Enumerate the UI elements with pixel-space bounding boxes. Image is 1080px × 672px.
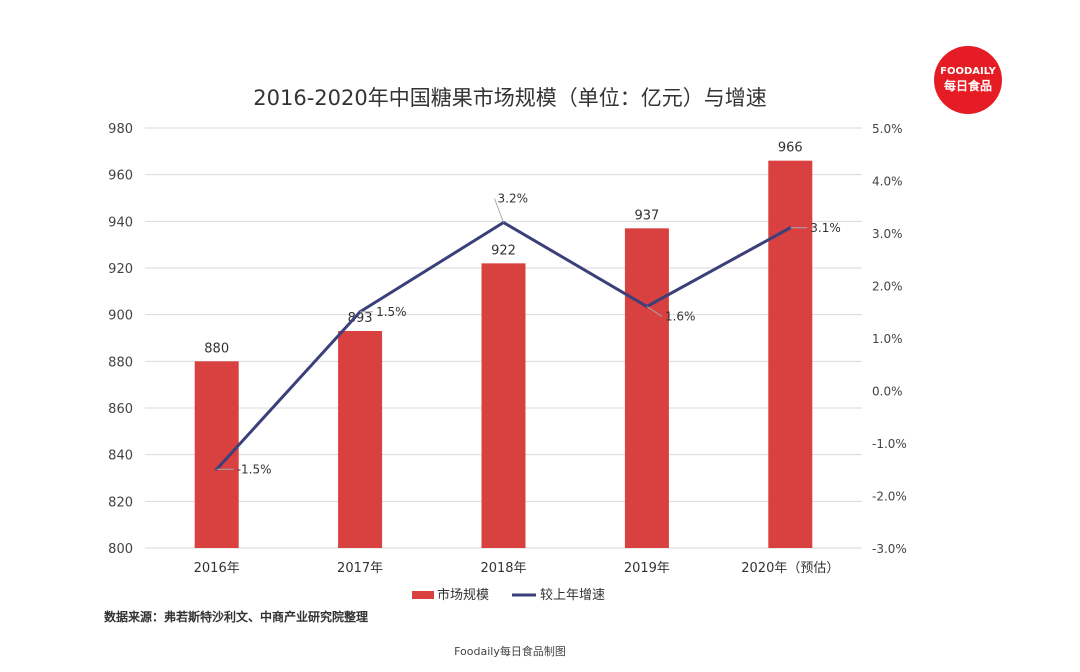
y2-tick-label: -1.0% — [872, 437, 907, 451]
y2-tick-label: 0.0% — [872, 385, 903, 399]
bar-data-label: 893 — [348, 311, 373, 326]
logo-cn: 每日食品 — [943, 79, 992, 93]
y-tick-label: 840 — [108, 449, 133, 464]
y-tick-label: 800 — [108, 542, 133, 557]
legend-line-label: 较上年增速 — [540, 588, 605, 603]
y2-tick-label: 5.0% — [872, 122, 903, 136]
y-tick-label: 820 — [108, 495, 133, 510]
foodaily-logo: FOODAILY 每日食品 — [934, 46, 1002, 114]
data-source: 数据来源：弗若斯特沙利文、中商产业研究院整理 — [104, 610, 369, 624]
leader-line — [494, 198, 504, 223]
bar-data-label: 937 — [634, 208, 659, 223]
y-tick-label: 960 — [108, 169, 133, 184]
y2-tick-label: -2.0% — [872, 490, 907, 504]
line-data-label: 3.2% — [498, 192, 529, 206]
logo-en: FOODAILY — [940, 66, 996, 77]
legend-bar-swatch — [412, 591, 434, 599]
y-tick-label: 900 — [108, 309, 133, 324]
bar — [624, 228, 669, 549]
x-tick-label: 2016年 — [194, 561, 240, 576]
leader-line — [646, 306, 663, 317]
y2-tick-label: 1.0% — [872, 332, 903, 346]
bar-data-label: 922 — [491, 243, 516, 258]
legend-bar-label: 市场规模 — [437, 587, 489, 603]
y-tick-label: 880 — [108, 355, 133, 370]
x-tick-label: 2019年 — [624, 561, 670, 576]
y-tick-label: 860 — [108, 402, 133, 417]
bar-data-label: 880 — [204, 341, 229, 356]
bar — [481, 263, 526, 548]
y-tick-label: 940 — [108, 215, 133, 230]
y2-tick-label: 3.0% — [872, 227, 903, 241]
credit: Foodaily每日食品制图 — [454, 645, 566, 658]
x-tick-label: 2017年 — [337, 561, 383, 576]
bar — [194, 361, 239, 548]
bar — [338, 331, 383, 548]
line-data-label: 1.5% — [376, 305, 407, 319]
line-data-label: 1.6% — [665, 310, 696, 324]
y-tick-label: 980 — [108, 122, 133, 137]
y2-tick-label: -3.0% — [872, 542, 907, 556]
x-tick-label: 2020年（预估） — [741, 561, 839, 576]
chart-title: 2016-2020年中国糖果市场规模（单位：亿元）与增速 — [253, 86, 767, 110]
line-data-label: 3.1% — [810, 221, 841, 235]
y-tick-label: 920 — [108, 262, 133, 277]
bar — [768, 160, 813, 548]
bar-data-label: 966 — [778, 141, 803, 156]
x-tick-label: 2018年 — [480, 561, 526, 576]
y2-tick-label: 2.0% — [872, 280, 903, 294]
y2-tick-label: 4.0% — [872, 175, 903, 189]
line-data-label: -1.5% — [237, 462, 272, 476]
